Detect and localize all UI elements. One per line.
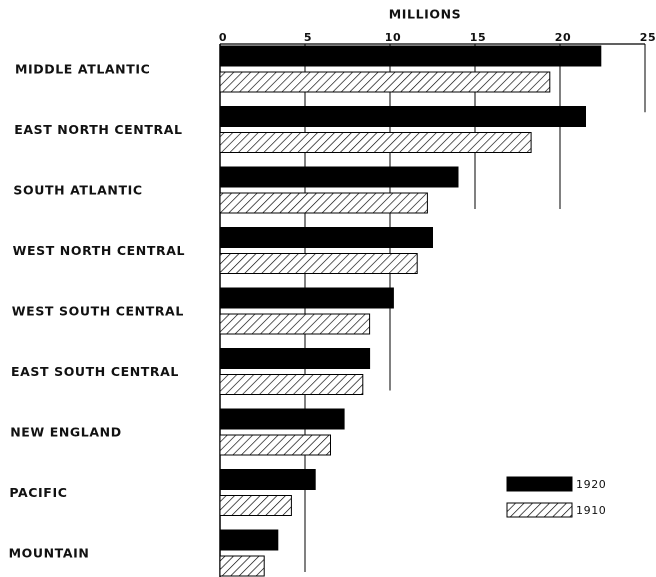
bar (219, 253, 418, 274)
bar (219, 469, 316, 490)
bar (219, 555, 265, 577)
bar (219, 132, 532, 153)
bar (219, 374, 364, 395)
bar (219, 529, 279, 551)
legend-label: 1910 (576, 504, 606, 517)
bar (219, 348, 371, 369)
bar (219, 166, 459, 188)
x-tick-label: 25 (640, 31, 656, 44)
bar (219, 408, 345, 430)
category-label: NEW ENGLAND (10, 425, 121, 440)
category-label: EAST SOUTH CENTRAL (11, 364, 179, 379)
x-tick-label: 10 (385, 31, 402, 44)
bar (219, 434, 331, 456)
bar (219, 71, 551, 93)
legend-swatch (506, 502, 573, 518)
x-tick-label: 15 (470, 31, 487, 44)
x-tick-label: 5 (304, 31, 312, 44)
category-label: WEST NORTH CENTRAL (13, 243, 185, 258)
category-label: PACIFIC (9, 485, 67, 500)
bar (219, 495, 292, 516)
x-tick-label: 0 (219, 31, 227, 44)
bar (219, 106, 586, 127)
category-label: WEST SOUTH CENTRAL (12, 304, 184, 319)
bar (219, 192, 428, 214)
legend-label: 1920 (576, 478, 606, 491)
category-label: MOUNTAIN (9, 546, 90, 561)
bar (219, 227, 433, 248)
chart-title: MILLIONS (389, 7, 462, 22)
bar (219, 45, 602, 67)
category-label: MIDDLE ATLANTIC (15, 62, 150, 77)
x-tick-label: 20 (555, 31, 572, 44)
legend-swatch (506, 476, 573, 492)
category-label: EAST NORTH CENTRAL (14, 122, 182, 137)
category-label: SOUTH ATLANTIC (13, 183, 142, 198)
bar (219, 287, 394, 309)
bar (219, 313, 371, 335)
